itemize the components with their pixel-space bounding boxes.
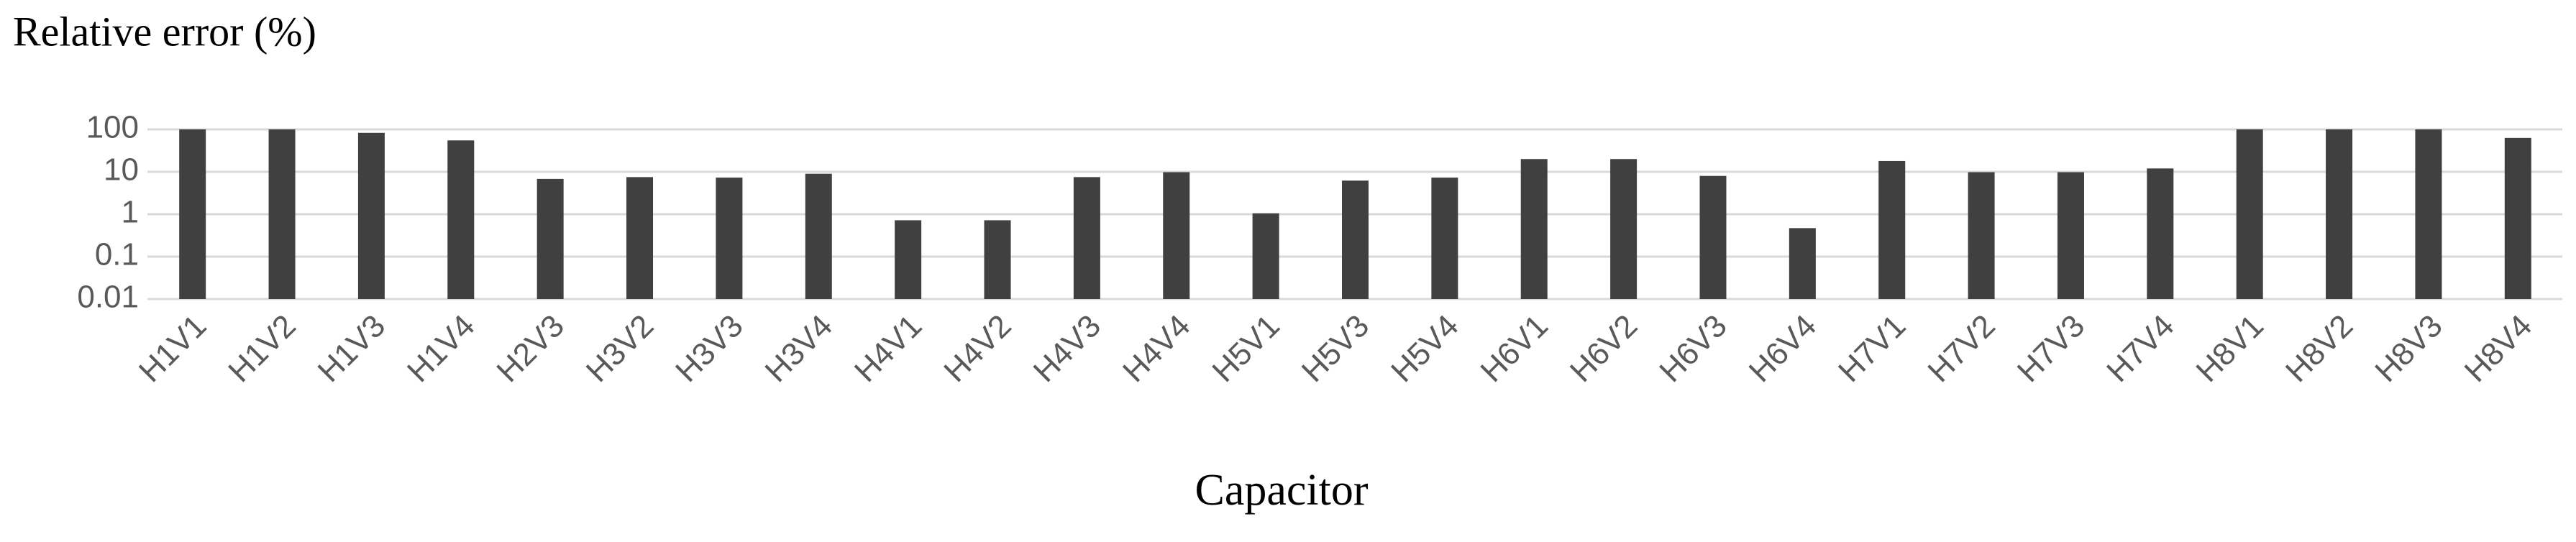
x-tick-label: H4V2 [937,308,1018,389]
bar [536,178,564,299]
bar [1342,180,1369,299]
x-tick-label: H5V4 [1384,308,1465,389]
y-tick-label: 0.01 [77,280,139,315]
bar [716,178,743,299]
bar [1431,178,1458,299]
x-tick-label: H8V1 [2190,308,2270,389]
x-tick-label: H7V3 [2011,308,2091,389]
y-tick-label: 1 [122,195,139,230]
y-tick-label: 0.1 [95,237,139,272]
x-tick-label: H8V2 [2279,308,2360,389]
bar [984,220,1011,299]
bar [1789,228,1816,299]
bar [2057,172,2084,299]
bar [1878,160,1906,299]
y-tick-label: 100 [86,110,139,145]
bar [626,177,654,299]
x-tick-label: H8V3 [2368,308,2449,389]
bar [1163,172,1190,299]
bar [1968,172,1995,299]
bar [268,129,296,299]
bar [805,173,832,299]
x-tick-label: H6V1 [1474,308,1555,389]
bar [1699,175,1727,299]
chart-title: Relative error (%) [13,8,316,55]
x-tick-label: H2V3 [490,308,570,389]
x-tick-label: H6V2 [1563,308,1644,389]
bar [2147,168,2174,299]
x-tick-label: H5V1 [1205,308,1286,389]
x-tick-label: H4V1 [848,308,928,389]
x-tick-label: H7V2 [1921,308,2001,389]
x-tick-label: H1V1 [132,308,213,389]
bar [1520,159,1548,299]
x-tick-label: H1V2 [221,308,302,389]
bar [2326,129,2353,299]
x-tick-label: H8V4 [2458,308,2539,389]
bar [2236,129,2263,299]
x-tick-label: H3V2 [580,308,660,389]
bar [895,220,922,299]
x-tick-label: H7V4 [2100,308,2180,389]
x-tick-label: H3V3 [669,308,749,389]
bar [1073,177,1100,299]
bar [447,140,475,299]
bar [357,132,385,299]
x-tick-label: H4V3 [1027,308,1107,389]
x-tick-label: H1V4 [401,308,481,389]
x-tick-label: H7V1 [1832,308,1912,389]
x-tick-label: H1V3 [311,308,392,389]
x-tick-label: H6V4 [1743,308,1823,389]
x-tick-label: H6V3 [1653,308,1733,389]
y-tick-label: 10 [104,152,139,188]
bar [179,129,206,299]
bar [1610,159,1638,299]
bar [1252,213,1279,299]
x-axis-title: Capacitor [1195,466,1368,515]
x-tick-label: H5V3 [1295,308,1376,389]
bar [2415,129,2442,299]
x-tick-label: H3V4 [759,308,839,389]
bar [2504,137,2531,299]
x-tick-label: H4V4 [1116,308,1197,389]
